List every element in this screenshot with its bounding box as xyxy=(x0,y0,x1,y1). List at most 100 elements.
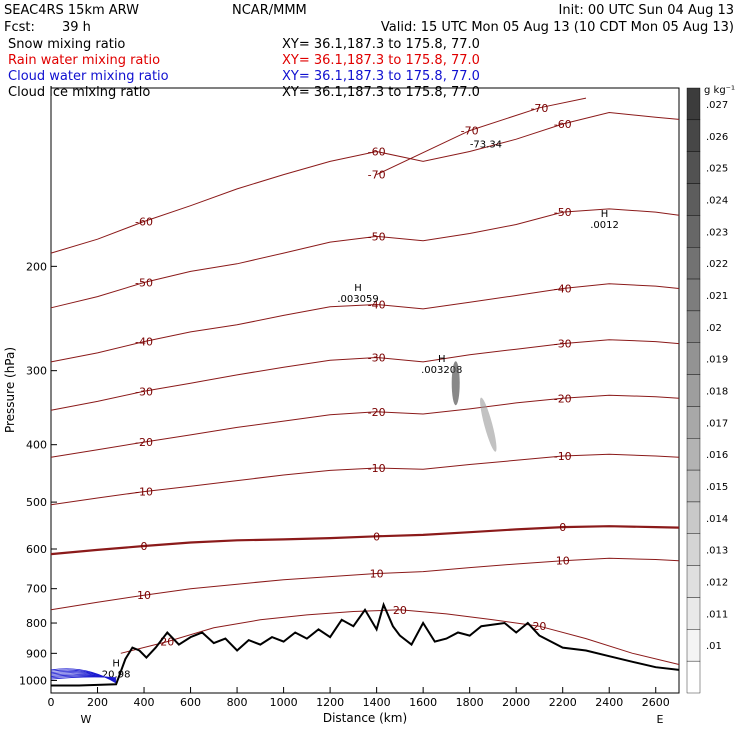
contour-label: -60 xyxy=(135,215,153,228)
cloud-patch xyxy=(451,361,460,406)
contour-label: 10 xyxy=(137,589,151,602)
contour-label: 0 xyxy=(141,540,148,553)
colorbar-swatch xyxy=(686,278,701,312)
init-time: Init: 00 UTC Sun 04 Aug 13 xyxy=(559,3,734,18)
colorbar-swatch xyxy=(686,310,701,343)
colorbar-swatch xyxy=(686,501,701,534)
y-tick-label: 900 xyxy=(26,647,47,660)
contour-label: 0 xyxy=(373,530,380,543)
contour-label: -30 xyxy=(554,338,572,351)
terrain-line xyxy=(51,601,680,687)
y-tick-label: 600 xyxy=(26,543,47,556)
temperature-contours: -70 -70 -70 -60 -60 -60 -50 -50 -50 -40 -40 -40 -30 -… xyxy=(50,97,680,665)
contour-line xyxy=(50,394,680,458)
colorbar-label: .011 xyxy=(706,609,728,620)
legend-entry-name: Cloud water mixing ratio xyxy=(8,69,169,84)
colorbar-swatch xyxy=(686,342,701,375)
colorbar-label: .022 xyxy=(706,259,728,270)
extremum-label: H xyxy=(438,354,446,365)
colorbar: .027 .026 .025 .024 .023 .022 .021 .02 .019 .018.… xyxy=(686,87,728,694)
x-tick-label: 1600 xyxy=(409,696,437,709)
contour-label: -40 xyxy=(554,283,572,296)
center-name: NCAR/MMM xyxy=(232,3,307,18)
extremum-value: .003059 xyxy=(337,294,378,305)
contour-label: -70 xyxy=(530,102,548,115)
colorbar-label: .018 xyxy=(706,387,728,398)
contour-label: -60 xyxy=(554,118,572,131)
plot-frame xyxy=(50,87,680,694)
y-tick-label: 1000 xyxy=(19,674,47,687)
colorbar-label: .019 xyxy=(706,355,728,366)
legend-entry-xy: XY= 36.1,187.3 to 175.8, 77.0 xyxy=(282,85,480,100)
legend-entry-xy: XY= 36.1,187.3 to 175.8, 77.0 xyxy=(282,37,480,52)
x-tick-label: 800 xyxy=(227,696,248,709)
contour-label: -30 xyxy=(368,351,386,364)
x-tick-label: 1000 xyxy=(270,696,298,709)
legend-entry-name: Snow mixing ratio xyxy=(8,37,125,52)
extremum-label: H xyxy=(601,209,609,220)
contour-label: -50 xyxy=(135,277,153,290)
colorbar-swatch xyxy=(686,374,701,407)
forecast-hour: 39 h xyxy=(62,20,91,35)
terrain-profile xyxy=(51,601,680,687)
contour-label: 0 xyxy=(559,521,566,534)
contour-line xyxy=(376,97,587,176)
colorbar-label: .025 xyxy=(706,164,728,175)
colorbar-swatch xyxy=(686,87,701,121)
colorbar-swatch xyxy=(686,406,701,439)
contour-label: -20 xyxy=(135,436,153,449)
field-legend: Snow mixing ratio XY= 36.1,187.3 to 175.8… xyxy=(8,37,480,100)
header: SEAC4RS 15km ARW NCAR/MMM Init: 00 UTC S… xyxy=(4,3,734,35)
contour-label: -70 xyxy=(368,169,386,182)
colorbar-swatch xyxy=(686,119,701,152)
colorbar-swatch xyxy=(686,438,701,471)
colorbar-swatch xyxy=(686,597,701,630)
legend-entry-xy: XY= 36.1,187.3 to 175.8, 77.0 xyxy=(282,69,480,84)
colorbar-label: .014 xyxy=(706,514,728,525)
y-tick-label: 400 xyxy=(26,439,47,452)
contour-line xyxy=(50,557,680,611)
valid-time: Valid: 15 UTC Mon 05 Aug 13 (10 CDT Mon … xyxy=(381,20,734,35)
legend-entry-xy: XY= 36.1,187.3 to 175.8, 77.0 xyxy=(282,53,480,68)
contour-label: -30 xyxy=(135,385,153,398)
x-axis-label: Distance (km) xyxy=(323,711,407,725)
y-tick-label: 200 xyxy=(26,260,47,273)
contour-line xyxy=(120,609,680,665)
legend-entry-name: Cloud ice mixing ratio xyxy=(8,85,150,100)
contour-label: -50 xyxy=(368,230,386,243)
colorbar-label: .01 xyxy=(706,641,722,652)
colorbar-label: .023 xyxy=(706,227,728,238)
colorbar-swatch xyxy=(686,469,701,503)
colorbar-label: .015 xyxy=(706,482,728,493)
contour-line xyxy=(50,208,680,309)
colorbar-swatch xyxy=(686,533,701,566)
x-tick-label: 0 xyxy=(48,696,55,709)
extremum-value: 20.98 xyxy=(102,670,131,681)
x-tick-label: 1200 xyxy=(316,696,344,709)
colorbar-label: .027 xyxy=(706,100,728,111)
x-axis-ticks: 0 200 400 600 800 1000 1200 1400 1600 1800 2000 220… xyxy=(48,687,670,709)
extremum-label: H xyxy=(354,283,362,294)
contour-label: 20 xyxy=(532,620,546,633)
y-tick-label: 700 xyxy=(26,583,47,596)
colorbar-label: .02 xyxy=(706,323,722,334)
contour-line xyxy=(50,453,680,506)
contour-line xyxy=(50,525,680,556)
extremum-value: .003208 xyxy=(421,365,462,376)
x-tick-label: 400 xyxy=(134,696,155,709)
colorbar-swatch xyxy=(686,183,701,216)
contour-label: 10 xyxy=(556,555,570,568)
model-name: SEAC4RS 15km ARW xyxy=(4,3,139,18)
contour-label: -10 xyxy=(554,450,572,463)
contour-label: -10 xyxy=(135,486,153,499)
contour-label: 20 xyxy=(393,604,407,617)
colorbar-swatch xyxy=(686,215,701,248)
contour-label: -70 xyxy=(461,125,479,138)
x-tick-label: 2000 xyxy=(502,696,530,709)
y-tick-label: 500 xyxy=(26,496,47,509)
colorbar-swatch xyxy=(686,660,701,694)
extremum-label: H xyxy=(112,659,120,670)
contour-line xyxy=(50,283,680,363)
colorbar-label: .017 xyxy=(706,418,728,429)
